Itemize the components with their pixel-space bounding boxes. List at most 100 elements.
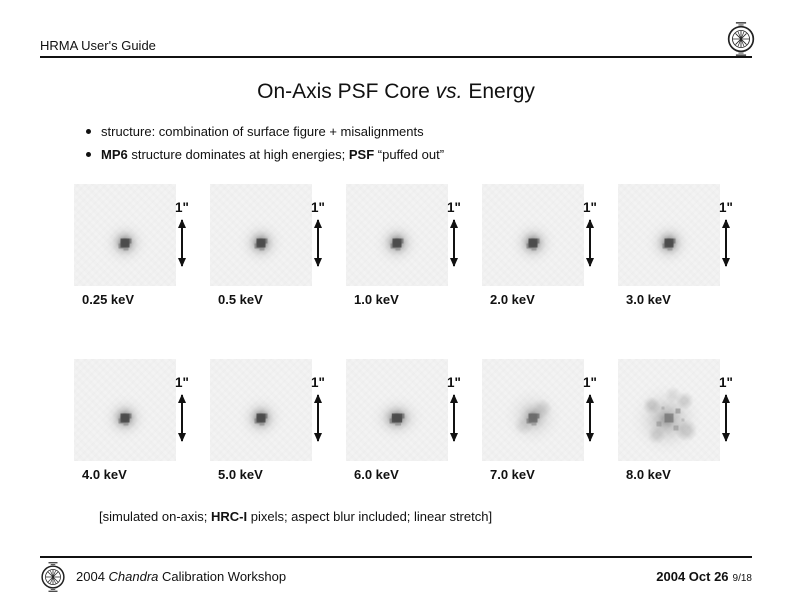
cxc-logo-icon — [724, 20, 758, 63]
psf-image — [101, 219, 149, 268]
psf-image — [237, 219, 285, 268]
energy-label: 0.25 keV — [82, 292, 135, 307]
psf-row-2: 1" 4.0 keV 1" 5.0 keV 1" 6.0 keV 1" 7.0 … — [72, 345, 752, 495]
bullet-text-psf: PSF — [348, 147, 375, 162]
energy-label: 5.0 keV — [218, 467, 263, 482]
footer-date: 2004 Oct 26 — [656, 569, 729, 584]
scale-arrow-icon — [725, 395, 727, 441]
energy-label: 7.0 keV — [490, 467, 535, 482]
energy-label: 8.0 keV — [626, 467, 671, 482]
energy-label: 3.0 keV — [626, 292, 671, 307]
psf-cell: 1" 0.25 keV — [72, 170, 208, 320]
scale-arrow-icon — [317, 395, 319, 441]
psf-image — [101, 394, 149, 443]
scale-arrow-icon — [453, 220, 455, 266]
psf-image — [237, 394, 285, 443]
energy-label: 4.0 keV — [82, 467, 127, 482]
scale-label: 1" — [583, 375, 597, 390]
scale-indicator: 1" — [168, 345, 196, 441]
psf-panel — [482, 184, 584, 286]
scale-indicator: 1" — [576, 170, 604, 266]
footer-rule — [40, 556, 752, 558]
psf-row-1: 1" 0.25 keV 1" 0.5 keV 1" 1.0 keV 1" 2.0… — [72, 170, 752, 320]
scale-indicator: 1" — [712, 345, 740, 441]
scale-label: 1" — [719, 375, 733, 390]
scale-indicator: 1" — [304, 345, 332, 441]
scale-label: 1" — [175, 200, 189, 215]
footer-year: 2004 — [76, 569, 109, 584]
bullet-item: MP6 structure dominates at high energies… — [86, 147, 444, 162]
scale-arrow-icon — [181, 220, 183, 266]
psf-core — [256, 238, 266, 248]
guide-title: HRMA User's Guide — [40, 38, 156, 53]
psf-image — [373, 219, 421, 268]
psf-cell: 1" 1.0 keV — [344, 170, 480, 320]
psf-core — [391, 413, 403, 423]
psf-image — [502, 387, 564, 450]
psf-cell: 1" 4.0 keV — [72, 345, 208, 495]
page-title: On-Axis PSF Core vs. Energy — [0, 80, 792, 104]
scale-arrow-icon — [453, 395, 455, 441]
psf-panel — [346, 359, 448, 461]
psf-cell: 1" 2.0 keV — [480, 170, 616, 320]
psf-cell: 1" 5.0 keV — [208, 345, 344, 495]
bullet-list: structure: combination of surface figure… — [86, 124, 444, 170]
scale-arrow-icon — [589, 395, 591, 441]
scale-label: 1" — [311, 375, 325, 390]
psf-panel — [210, 184, 312, 286]
psf-core — [256, 413, 266, 423]
footer-chandra-italic: Chandra — [108, 569, 159, 584]
scale-indicator: 1" — [712, 170, 740, 266]
footer-workshop-text: Calibration Workshop — [158, 569, 287, 584]
scale-arrow-icon — [181, 395, 183, 441]
psf-panel — [618, 359, 720, 461]
scale-indicator: 1" — [440, 345, 468, 441]
scale-label: 1" — [719, 200, 733, 215]
psf-core — [528, 413, 538, 423]
energy-label: 1.0 keV — [354, 292, 399, 307]
energy-label: 6.0 keV — [354, 467, 399, 482]
psf-panel — [74, 359, 176, 461]
header-rule — [40, 56, 752, 58]
scale-arrow-icon — [589, 220, 591, 266]
psf-core — [664, 238, 674, 248]
psf-panel — [210, 359, 312, 461]
bullet-text-mp6: MP6 — [101, 147, 128, 162]
psf-panel — [346, 184, 448, 286]
scale-label: 1" — [447, 375, 461, 390]
psf-image — [509, 219, 557, 268]
psf-panel — [618, 184, 720, 286]
psf-cell: 1" 8.0 keV — [616, 345, 752, 495]
psf-core — [528, 238, 538, 248]
bullet-item: structure: combination of surface figure… — [86, 124, 444, 139]
scale-indicator: 1" — [440, 170, 468, 266]
bullet-icon — [86, 152, 91, 158]
bullet-text: “puffed out” — [374, 147, 445, 162]
psf-core — [120, 238, 130, 248]
title-text: On-Axis PSF Core — [257, 80, 436, 103]
title-text-energy: Energy — [462, 80, 535, 103]
bullet-text: structure: combination of surface figure… — [101, 124, 424, 139]
psf-image — [645, 219, 693, 268]
psf-core — [664, 413, 674, 423]
caption-text: [simulated on-axis; — [99, 509, 211, 524]
scale-indicator: 1" — [304, 170, 332, 266]
energy-label: 0.5 keV — [218, 292, 263, 307]
scale-label: 1" — [175, 375, 189, 390]
bullet-icon — [86, 129, 91, 135]
figure-caption: [simulated on-axis; HRC-I pixels; aspect… — [99, 509, 492, 524]
scale-label: 1" — [447, 200, 461, 215]
page-number: 9/18 — [732, 573, 752, 584]
title-vs-italic: vs. — [435, 80, 463, 103]
caption-hrc-bold: HRC-I — [211, 509, 248, 524]
footer-workshop: 2004 Chandra Calibration Workshop — [76, 569, 286, 584]
cxc-logo-icon — [38, 560, 68, 599]
psf-panel — [74, 184, 176, 286]
psf-core — [120, 413, 130, 423]
psf-panel — [482, 359, 584, 461]
psf-cell: 1" 3.0 keV — [616, 170, 752, 320]
psf-core — [392, 238, 402, 248]
scale-label: 1" — [311, 200, 325, 215]
scale-label: 1" — [583, 200, 597, 215]
